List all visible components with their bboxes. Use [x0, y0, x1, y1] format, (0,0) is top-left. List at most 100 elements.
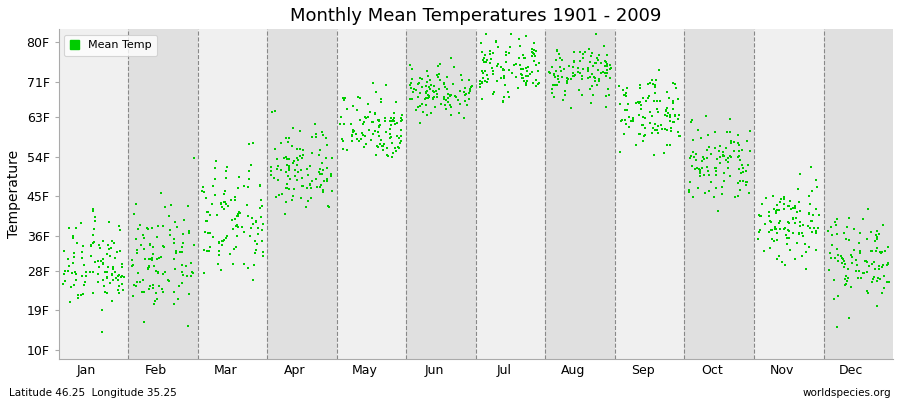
Point — [78, 279, 93, 286]
Point — [315, 129, 329, 135]
Point — [438, 102, 453, 108]
Point — [516, 74, 530, 81]
Point — [158, 268, 172, 275]
Point — [531, 68, 545, 75]
Point — [320, 142, 334, 148]
Point — [600, 61, 615, 68]
Point — [274, 191, 289, 197]
Point — [809, 228, 824, 234]
Point — [194, 188, 209, 194]
Point — [732, 153, 746, 160]
Point — [716, 153, 731, 160]
Point — [176, 231, 191, 238]
Point — [140, 265, 155, 271]
Point — [103, 253, 117, 260]
Point — [661, 110, 675, 116]
Point — [290, 162, 304, 169]
Point — [368, 128, 382, 134]
Point — [217, 206, 231, 212]
Point — [586, 62, 600, 69]
Point — [873, 249, 887, 256]
Point — [515, 75, 529, 81]
Point — [338, 95, 352, 102]
Point — [95, 260, 110, 266]
Point — [149, 256, 164, 262]
Point — [551, 76, 565, 82]
Point — [321, 203, 336, 210]
Point — [596, 68, 610, 75]
Point — [828, 218, 842, 225]
Point — [497, 67, 511, 74]
Point — [57, 248, 71, 254]
Point — [485, 71, 500, 77]
Point — [790, 240, 805, 246]
Point — [439, 97, 454, 103]
Point — [545, 82, 560, 88]
Point — [478, 52, 492, 58]
Point — [542, 69, 556, 75]
Point — [871, 274, 886, 281]
Point — [230, 233, 244, 240]
Point — [782, 235, 796, 242]
Point — [662, 112, 677, 118]
Point — [150, 223, 165, 230]
Point — [385, 150, 400, 156]
Point — [460, 102, 474, 108]
Point — [734, 178, 748, 184]
Point — [806, 225, 821, 231]
Point — [320, 165, 334, 172]
Point — [175, 249, 189, 255]
Point — [145, 224, 159, 231]
Point — [228, 197, 242, 204]
Point — [546, 93, 561, 100]
Point — [620, 84, 634, 91]
Point — [235, 224, 249, 230]
Point — [850, 262, 865, 268]
Point — [831, 252, 845, 258]
Point — [482, 51, 497, 57]
Point — [278, 154, 293, 160]
Point — [551, 72, 565, 79]
Point — [566, 73, 580, 79]
Point — [485, 68, 500, 74]
Point — [333, 120, 347, 127]
Point — [197, 270, 211, 276]
Point — [371, 129, 385, 136]
Point — [700, 146, 715, 153]
Point — [526, 47, 541, 54]
Point — [312, 184, 327, 190]
Point — [367, 111, 382, 117]
Point — [285, 193, 300, 199]
Point — [394, 118, 409, 124]
Point — [735, 165, 750, 172]
Point — [681, 189, 696, 196]
Point — [85, 242, 99, 249]
Point — [277, 211, 292, 217]
Point — [720, 128, 734, 135]
Point — [715, 184, 729, 190]
Point — [388, 148, 402, 154]
Point — [228, 216, 242, 222]
Point — [528, 48, 543, 54]
Point — [58, 278, 72, 284]
Point — [312, 147, 327, 153]
Point — [851, 240, 866, 246]
Point — [419, 102, 434, 108]
Point — [372, 123, 386, 129]
Point — [724, 138, 738, 144]
Point — [69, 277, 84, 283]
Point — [648, 120, 662, 127]
Point — [598, 62, 612, 69]
Point — [443, 102, 457, 108]
Point — [157, 289, 171, 296]
Point — [824, 255, 838, 261]
Point — [838, 276, 852, 282]
Point — [114, 281, 129, 288]
Point — [198, 229, 212, 235]
Point — [142, 264, 157, 270]
Point — [833, 252, 848, 259]
Point — [457, 88, 472, 95]
Point — [230, 244, 244, 250]
Point — [762, 245, 777, 252]
Point — [359, 115, 374, 121]
